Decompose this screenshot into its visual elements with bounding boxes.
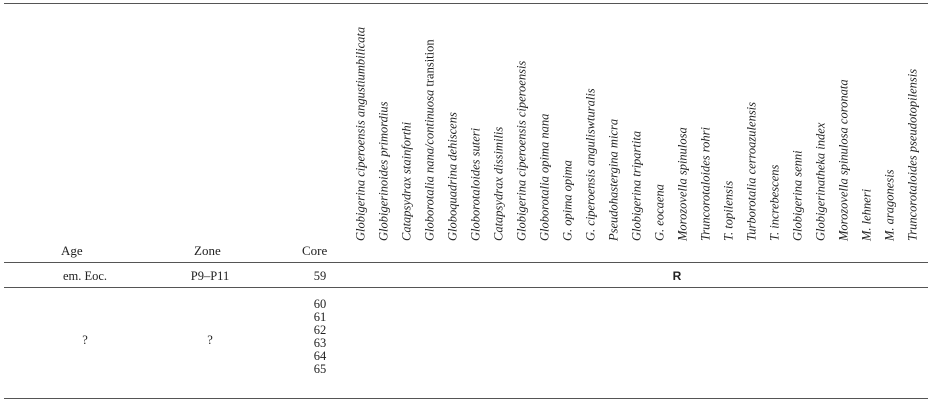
species-column-header: Globorotalia nana/continuosa transition	[421, 6, 439, 256]
top-rule	[4, 3, 928, 4]
species-name: Truncorotaloides rohri	[698, 126, 713, 241]
species-column-header: Globigerina ciperoensis ciperoensis	[513, 6, 531, 256]
species-column-header: Pseudohastergina micra	[605, 6, 623, 256]
zone-header: Zone	[194, 243, 221, 258]
species-name: Truncorotaloides pseudotopilensis	[905, 68, 920, 241]
species-column-header: T. topilensis	[720, 6, 738, 256]
core-number: 65	[313, 362, 327, 376]
core-number: 63	[313, 336, 327, 350]
species-column-header: M. aragonesis	[881, 6, 899, 256]
row-rule	[4, 287, 928, 288]
bottom-rule	[4, 398, 928, 399]
species-column-header: G. opima opima	[559, 6, 577, 256]
header-rule	[4, 262, 928, 263]
species-suffix: transition	[422, 39, 437, 90]
species-column-header: Catapsydrax stainforthi	[398, 6, 416, 256]
row-2-age: ?	[82, 333, 88, 347]
species-name: Globigerina ciperoensis ciperoensis	[514, 60, 529, 241]
species-column-header: Globigerina ciperoensis angustiumbilicat…	[352, 6, 370, 256]
species-name: G. opima opima	[560, 160, 575, 241]
species-column-header: Globigerinatheka index	[812, 6, 830, 256]
species-column-header: Morozovella spinulosa coronata	[835, 6, 853, 256]
row-1-occurrence-mark: R	[672, 269, 682, 283]
species-name: Globorotalia nana/continuosa transition	[423, 39, 438, 241]
core-number: 62	[313, 323, 327, 337]
core-number: 64	[313, 349, 327, 363]
row-2-core-list: 60 61 62 63 64 65	[300, 298, 340, 376]
species-column-header: Globorotalia opima nana	[536, 6, 554, 256]
species-column-header: Globigerina senni	[789, 6, 807, 256]
species-name: Globorotalia opima nana	[537, 113, 552, 241]
species-name: Morozovella spinulosa	[675, 127, 690, 241]
species-name: Catapsydrax dissimilis	[491, 126, 506, 241]
row-2-zone: ?	[207, 333, 213, 347]
species-name: M. lehneri	[859, 188, 874, 241]
species-column-header: M. lehneri	[858, 6, 876, 256]
species-name: M. aragonesis	[882, 169, 897, 241]
species-name: Turborotalia cerroazulensis	[744, 101, 759, 241]
species-name: T. increbescens	[767, 164, 782, 241]
species-name: Globorotaloides suteri	[468, 127, 483, 241]
row-1-age: em. Eoc.	[62, 269, 108, 283]
species-name: Globigerina senni	[790, 150, 805, 241]
row-1-zone: P9–P11	[190, 269, 230, 283]
species-name: Globoquadrina dehiscens	[445, 112, 460, 241]
species-name: G. ciperoensis anguliswturalis	[583, 88, 598, 241]
species-column-header: Catapsydrax dissimilis	[490, 6, 508, 256]
species-column-header: Morozovella spinulosa	[674, 6, 692, 256]
species-name: Globigerinoides primordius	[376, 101, 391, 241]
row-1-core: 59	[313, 269, 327, 283]
species-column-header: G. eocaena	[651, 6, 669, 256]
core-number: 60	[313, 297, 327, 311]
species-name: T. topilensis	[721, 180, 736, 241]
species-name: Morozovella spinulosa coronata	[836, 79, 851, 241]
species-name: Globigerina ciperoensis angustiumbilicat…	[353, 26, 368, 241]
core-number: 61	[313, 310, 327, 324]
species-column-header: Globorotaloides suteri	[467, 6, 485, 256]
species-column-header: Turborotalia cerroazulensis	[743, 6, 761, 256]
species-column-header: Globigerina tripartita	[628, 6, 646, 256]
core-header: Core	[302, 243, 328, 258]
species-name: Globigerinatheka index	[813, 122, 828, 241]
species-column-header: Globoquadrina dehiscens	[444, 6, 462, 256]
species-column-header: Truncorotaloides pseudotopilensis	[904, 6, 922, 256]
species-name: Pseudohastergina micra	[606, 118, 621, 241]
species-name: Globigerina tripartita	[629, 130, 644, 241]
species-column-header: G. ciperoensis anguliswturalis	[582, 6, 600, 256]
species-column-header: Globigerinoides primordius	[375, 6, 393, 256]
species-column-header: T. increbescens	[766, 6, 784, 256]
species-name: G. eocaena	[652, 184, 667, 241]
age-header: Age	[61, 243, 83, 258]
species-name-text: Globorotalia nana/continuosa	[422, 89, 437, 241]
species-column-header: Truncorotaloides rohri	[697, 6, 715, 256]
species-name: Catapsydrax stainforthi	[399, 121, 414, 241]
